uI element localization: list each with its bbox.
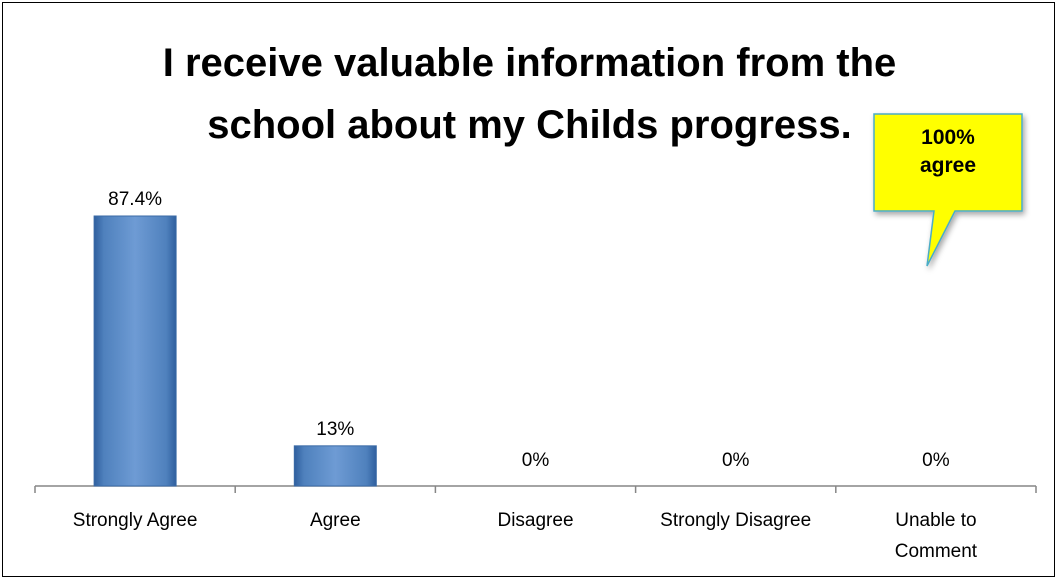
x-tick-label: Strongly Disagree	[660, 510, 811, 531]
bar-strongly-agree	[93, 215, 177, 487]
x-tick-label: Agree	[310, 510, 361, 531]
callout-bubble	[873, 113, 1023, 267]
chart-title: I receive valuable information from the …	[0, 32, 1059, 156]
annotation-text: 100% agree	[874, 124, 1022, 180]
data-label: 13%	[316, 419, 354, 440]
bars	[93, 215, 377, 487]
data-labels: 87.4% 13% 0% 0% 0%	[108, 189, 950, 471]
annotation-line-2: agree	[919, 154, 977, 177]
chart-title-line-1: I receive valuable information from the	[162, 41, 897, 85]
annotation-line-1: 100%	[921, 126, 975, 149]
x-tick-label: Disagree	[497, 510, 573, 531]
x-tick-label: Unable to	[895, 510, 976, 531]
bar-agree	[293, 445, 377, 487]
data-label: 0%	[722, 450, 750, 471]
x-tick-label: Strongly Agree	[73, 510, 198, 531]
chart-title-line-2: school about my Childs progress.	[207, 103, 852, 147]
x-tick-label: Comment	[895, 541, 978, 562]
x-tick-labels: Strongly Agree Agree Disagree Strongly Disa…	[73, 510, 978, 562]
data-label: 0%	[922, 450, 950, 471]
data-label: 0%	[522, 450, 550, 471]
data-label: 87.4%	[108, 189, 162, 210]
x-axis	[34, 485, 1037, 493]
